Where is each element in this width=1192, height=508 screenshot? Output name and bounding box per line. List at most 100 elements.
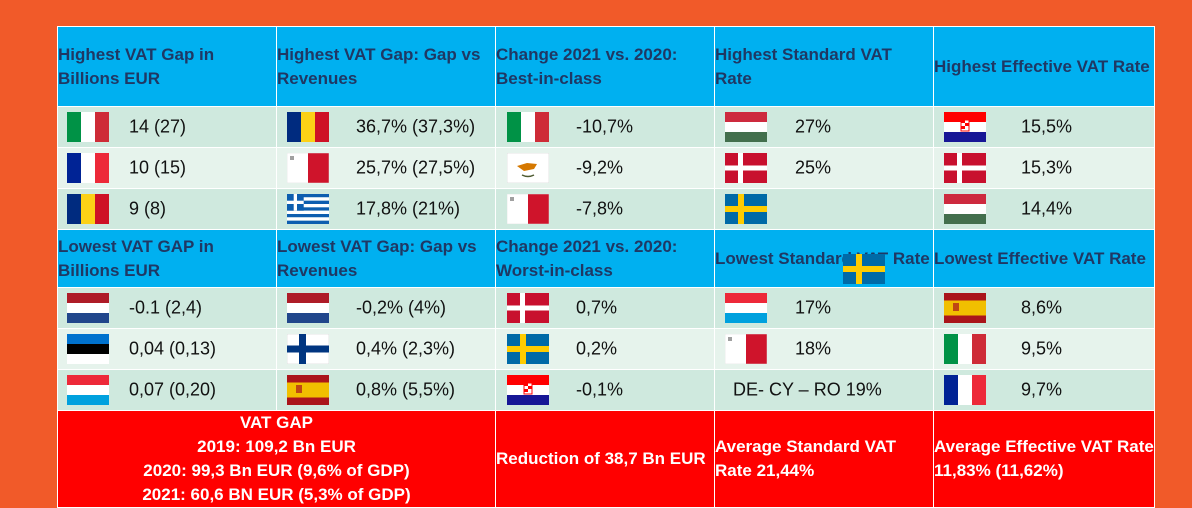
hungary-flag-icon — [725, 112, 767, 142]
cell-value: 25% — [795, 157, 832, 178]
table-cell: 0,04 (0,13) — [57, 328, 277, 370]
table-cell: 0,7% — [495, 287, 715, 329]
table-cell: 15,3% — [933, 147, 1155, 189]
italy-flag-icon — [944, 334, 986, 364]
croatia-flag-icon — [507, 375, 549, 405]
table-cell: -0,2% (4%) — [276, 287, 496, 329]
table-cell: 0,8% (5,5%) — [276, 369, 496, 411]
table-cell — [714, 188, 934, 230]
column-header: Change 2021 vs. 2020: Best-in-class — [495, 26, 715, 107]
column-header: Lowest Effective VAT Rate — [933, 229, 1155, 288]
table-cell: -0,1% — [495, 369, 715, 411]
spain-flag-icon — [287, 375, 329, 405]
table-cell: 8,6% — [933, 287, 1155, 329]
denmark-flag-icon — [507, 293, 549, 323]
table-cell: -0.1 (2,4) — [57, 287, 277, 329]
table-cell: 17% — [714, 287, 934, 329]
table-row: 10 (15) 25,7% (27,5%) -9,2% 25% 15,3% — [57, 147, 1155, 189]
malta-flag-icon — [725, 334, 767, 364]
italy-flag-icon — [507, 112, 549, 142]
column-header: Lowest VAT Gap: Gap vs Revenues — [276, 229, 496, 288]
sweden-flag-icon — [842, 254, 886, 284]
cell-value: 0,2% — [576, 338, 618, 359]
cell-value: 10 (15) — [129, 157, 187, 178]
average-standard-rate: Average Standard VAT Rate 21,44% — [714, 410, 934, 508]
table-row: 14 (27) 36,7% (37,3%) -10,7% 27% 15,5% — [57, 106, 1155, 148]
cell-value: -9,2% — [576, 157, 624, 178]
table-cell: DE- CY – RO 19% — [714, 369, 934, 411]
table-cell: -10,7% — [495, 106, 715, 148]
finland-flag-icon — [287, 334, 329, 364]
table-row: 9 (8) 17,8% (21%) -7,8% 14,4% — [57, 188, 1155, 230]
cell-value: 9 (8) — [129, 198, 167, 219]
cell-value: 0,04 (0,13) — [129, 338, 217, 359]
spain-flag-icon — [944, 293, 986, 323]
table-cell: 27% — [714, 106, 934, 148]
table-cell: 9,5% — [933, 328, 1155, 370]
cell-value: -0,2% (4%) — [356, 297, 447, 318]
table-cell: 10 (15) — [57, 147, 277, 189]
table-cell: 17,8% (21%) — [276, 188, 496, 230]
table-cell: 14,4% — [933, 188, 1155, 230]
summary-row: VAT GAP 2019: 109,2 Bn EUR 2020: 99,3 Bn E… — [57, 410, 1155, 508]
cell-value: 8,6% — [1021, 297, 1063, 318]
table-cell: 15,5% — [933, 106, 1155, 148]
cell-value: -10,7% — [576, 116, 634, 137]
cell-value: 14 (27) — [129, 116, 187, 137]
sweden-flag-icon — [507, 334, 549, 364]
table-cell: 25,7% (27,5%) — [276, 147, 496, 189]
cell-value: DE- CY – RO 19% — [733, 379, 882, 400]
netherlands-flag-icon — [287, 293, 329, 323]
romania-flag-icon — [67, 194, 109, 224]
cell-value: 17,8% (21%) — [356, 198, 461, 219]
table-cell: 9,7% — [933, 369, 1155, 411]
table-cell: 25% — [714, 147, 934, 189]
hungary-flag-icon — [944, 194, 986, 224]
cell-value: -0,1% — [576, 379, 624, 400]
estonia-flag-icon — [67, 334, 109, 364]
cell-value: 17% — [795, 297, 832, 318]
vat-gap-line: 2019: 109,2 Bn EUR — [197, 437, 356, 456]
column-header: Highest VAT Gap in Billions EUR — [57, 26, 277, 107]
vat-gap-line: VAT GAP — [239, 413, 314, 432]
cell-value: 15,5% — [1021, 116, 1073, 137]
cell-value: -7,8% — [576, 198, 624, 219]
cell-value: 9,5% — [1021, 338, 1063, 359]
cell-value: 0,7% — [576, 297, 618, 318]
header-row: Lowest VAT GAP in Billions EUR Lowest VAT… — [57, 229, 1155, 288]
column-header: Highest VAT Gap: Gap vs Revenues — [276, 26, 496, 107]
table-row: 0,04 (0,13) 0,4% (2,3%) 0,2% 18% 9,5% — [57, 328, 1155, 370]
cell-value: 27% — [795, 116, 832, 137]
cell-value: 15,3% — [1021, 157, 1073, 178]
vat-summary-table: Highest VAT Gap in Billions EUR Highest V… — [57, 26, 1155, 508]
france-flag-icon — [944, 375, 986, 405]
vat-gap-line: 2021: 60,6 BN EUR (5,3% of GDP) — [142, 485, 411, 504]
cell-value: 9,7% — [1021, 379, 1063, 400]
cell-value: 18% — [795, 338, 832, 359]
column-header: Change 2021 vs. 2020: Worst-in-class — [495, 229, 715, 288]
column-header: Lowest VAT GAP in Billions EUR — [57, 229, 277, 288]
table-cell: -9,2% — [495, 147, 715, 189]
header-row: Highest VAT Gap in Billions EUR Highest V… — [57, 26, 1155, 107]
table-cell: 0,07 (0,20) — [57, 369, 277, 411]
cell-value: 25,7% (27,5%) — [356, 157, 476, 178]
cell-value: 0,8% (5,5%) — [356, 379, 456, 400]
table-cell: 9 (8) — [57, 188, 277, 230]
table-cell: -7,8% — [495, 188, 715, 230]
malta-flag-icon — [287, 153, 329, 183]
croatia-flag-icon — [944, 112, 986, 142]
vat-gap-summary: VAT GAP 2019: 109,2 Bn EUR 2020: 99,3 Bn E… — [57, 410, 496, 508]
italy-flag-icon — [67, 112, 109, 142]
table-cell: 36,7% (37,3%) — [276, 106, 496, 148]
denmark-flag-icon — [725, 153, 767, 183]
cell-value: 0,07 (0,20) — [129, 379, 217, 400]
malta-flag-icon — [507, 194, 549, 224]
denmark-flag-icon — [944, 153, 986, 183]
cyprus-flag-icon — [507, 153, 549, 183]
cell-value: 14,4% — [1021, 198, 1073, 219]
table-row: -0.1 (2,4) -0,2% (4%) 0,7% 17% 8,6% — [57, 287, 1155, 329]
column-header: Highest Effective VAT Rate — [933, 26, 1155, 107]
greece-flag-icon — [287, 194, 329, 224]
luxembourg-flag-icon — [67, 375, 109, 405]
table-cell: 14 (27) — [57, 106, 277, 148]
